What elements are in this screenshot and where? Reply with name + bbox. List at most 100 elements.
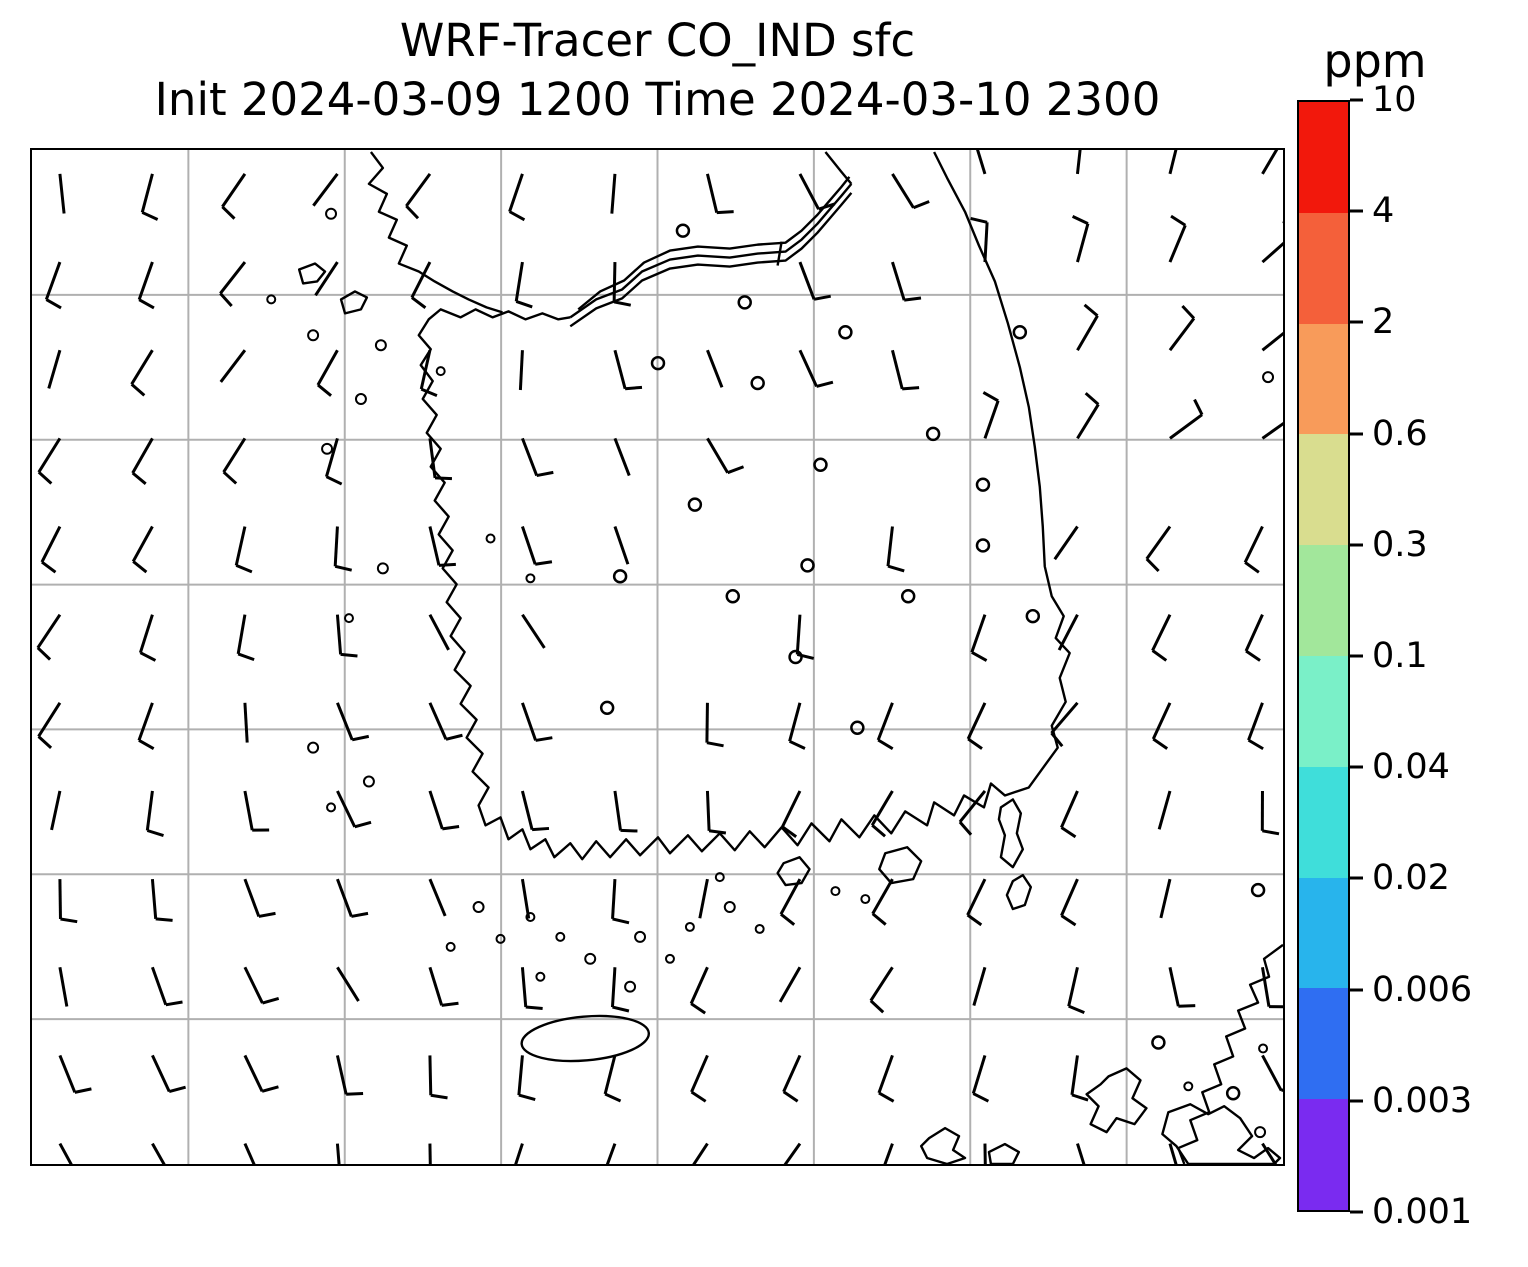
wind-barb-tick	[971, 650, 988, 662]
wind-barb-tick	[912, 200, 930, 210]
wind-barb-shaft	[1168, 966, 1180, 1007]
wind-barb-shaft	[870, 790, 894, 827]
wind-barb-tick	[782, 1090, 799, 1103]
wind-barb-tick	[1247, 738, 1264, 751]
colorbar-segment	[1299, 102, 1348, 213]
wind-barb-shaft	[1261, 241, 1283, 264]
colorbar-tick-mark	[1350, 432, 1363, 436]
small-island	[344, 613, 354, 624]
small-island	[362, 775, 375, 788]
wind-barb-shaft	[958, 790, 987, 823]
calm-wind-circle	[1012, 325, 1028, 340]
wind-barb-tick	[690, 1002, 707, 1015]
map-plot-area	[30, 148, 1285, 1166]
colorbar-tick-label: 10	[1372, 80, 1417, 120]
wind-barb-shaft	[779, 878, 802, 915]
small-island	[555, 931, 566, 942]
calm-wind-circle	[1225, 1086, 1241, 1101]
wind-barb-shaft	[706, 437, 729, 474]
wind-barb-shaft	[47, 349, 62, 389]
small-island	[326, 802, 337, 813]
wind-barb-tick	[420, 387, 438, 397]
coastline-path	[1085, 1067, 1148, 1134]
wind-barb-shaft	[145, 790, 154, 831]
wind-barb-shaft	[891, 173, 915, 209]
wind-barb-tick	[818, 202, 836, 211]
wind-barb-tick	[816, 380, 834, 388]
wind-barb-tick	[871, 824, 887, 838]
wind-barb-shaft	[521, 613, 546, 649]
calm-wind-circle	[750, 375, 765, 391]
wind-barb-tick	[1084, 392, 1100, 406]
wind-barb-tick	[613, 300, 632, 307]
wind-barb-shaft	[243, 790, 254, 831]
wind-barb-shaft	[871, 878, 894, 915]
small-island	[445, 941, 456, 952]
coastline-path	[577, 176, 851, 311]
wind-barb-tick	[690, 1090, 707, 1103]
wind-barb-tick	[1060, 914, 1077, 927]
wind-barb-tick	[1060, 826, 1077, 839]
coastline-path	[776, 856, 811, 887]
wind-barb-shaft	[1075, 150, 1082, 175]
small-island	[1183, 1081, 1194, 1092]
colorbar-tick-label: 0.3	[1372, 524, 1428, 565]
wind-barb-shaft	[243, 966, 264, 1004]
wind-barb-shaft	[137, 702, 154, 741]
colorbar-tick-mark	[1350, 98, 1363, 102]
coastline-path	[569, 183, 853, 319]
wind-barb-tick	[796, 652, 815, 660]
coastline-path	[1005, 873, 1033, 911]
wind-barb-shaft	[1050, 701, 1079, 735]
wind-barb-tick	[41, 560, 57, 574]
wind-barb-shaft	[428, 878, 447, 917]
colorbar-segment	[1299, 434, 1348, 546]
wind-barb-shaft	[333, 526, 339, 567]
coastline-path	[824, 151, 853, 185]
wind-barb-tick	[518, 1093, 536, 1101]
wind-barb-tick	[624, 385, 643, 391]
colorbar-tick-mark	[1350, 654, 1363, 658]
wind-barb-shaft	[1247, 702, 1264, 741]
wind-barb-shaft	[1067, 966, 1079, 1007]
colorbar-tick-label: 0.02	[1372, 858, 1450, 899]
wind-barb-tick	[1245, 649, 1261, 662]
calm-wind-circle	[850, 720, 865, 735]
wind-barb-shaft	[869, 966, 894, 1002]
wind-barb-tick	[434, 476, 453, 481]
wind-barb-shaft	[58, 1054, 77, 1093]
wind-barb-shaft	[151, 966, 168, 1006]
wind-barb-tick	[155, 917, 173, 922]
colorbar-ticks: 10 4 2 0.6 0.3 0.1 0.04 0.02 0.006 0.003 0.001	[1350, 80, 1528, 1232]
wind-barb-shaft	[1145, 525, 1172, 560]
wind-barb-shaft	[1053, 525, 1079, 561]
wind-barb-shaft	[428, 526, 441, 566]
wind-barb-shaft	[150, 879, 158, 919]
colorbar-units-label: ppm	[1323, 34, 1427, 88]
small-island	[754, 923, 765, 934]
wind-barb-shaft	[966, 878, 987, 916]
wind-barb-shaft	[890, 349, 904, 390]
wind-barb-shaft	[521, 702, 538, 741]
wind-barb-shaft	[613, 437, 631, 477]
small-island	[1262, 371, 1275, 384]
wind-barb-shaft	[316, 349, 339, 386]
wind-barb-shaft	[428, 1055, 433, 1096]
wind-barb-shaft	[520, 878, 531, 919]
wind-barb-tick	[604, 1092, 622, 1103]
colorbar-tick-label: 0.6	[1372, 413, 1428, 454]
wind-barb-shaft	[690, 1054, 709, 1093]
wind-barb-shaft	[131, 437, 154, 474]
wind-barb-shaft	[876, 702, 894, 741]
wind-barb-shaft	[219, 261, 247, 295]
wind-barb-shaft	[1076, 315, 1099, 351]
wind-barb-tick	[258, 911, 276, 918]
small-island	[535, 971, 546, 982]
coastline-path	[776, 241, 783, 266]
colorbar-segment	[1299, 545, 1348, 656]
wind-barb-shaft	[603, 1055, 617, 1095]
wind-barb-tick	[716, 210, 734, 215]
calm-wind-circle	[1025, 608, 1041, 624]
calm-wind-circle	[675, 223, 691, 238]
